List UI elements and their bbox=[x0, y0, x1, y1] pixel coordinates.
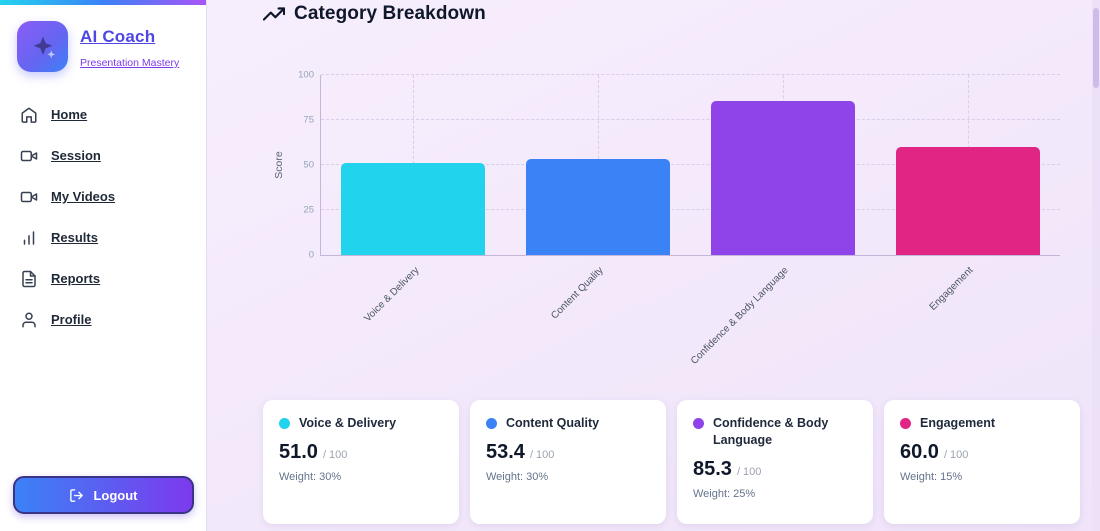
sidebar-item-home[interactable]: Home bbox=[0, 94, 206, 135]
report-document-icon bbox=[19, 269, 38, 288]
scrollbar[interactable] bbox=[1092, 0, 1100, 531]
brand-subtitle-link[interactable]: Presentation Mastery bbox=[80, 57, 180, 69]
sidebar-item-results[interactable]: Results bbox=[0, 217, 206, 258]
sidebar-item-reports[interactable]: Reports bbox=[0, 258, 206, 299]
gridline-horizontal bbox=[321, 164, 1060, 165]
score-max: / 100 bbox=[736, 465, 762, 478]
nav-label: Reports bbox=[51, 271, 101, 286]
sidebar-nav: Home Session My Videos Results bbox=[0, 94, 206, 340]
score-max: / 100 bbox=[943, 448, 969, 461]
category-color-dot bbox=[900, 418, 911, 429]
card-engagement: Engagement 60.0 / 100 Weight: 15% bbox=[884, 400, 1080, 524]
category-name: Content Quality bbox=[506, 416, 600, 430]
page-header: Category Breakdown bbox=[262, 3, 486, 25]
sidebar-item-my-videos[interactable]: My Videos bbox=[0, 176, 206, 217]
card-header: Engagement bbox=[900, 415, 1064, 432]
scrollbar-thumb[interactable] bbox=[1093, 8, 1099, 88]
score-max: / 100 bbox=[322, 448, 348, 461]
logout-button[interactable]: Logout bbox=[13, 476, 194, 514]
category-breakdown-chart: Score 0 25 50 75 100 Voice & Delivery bbox=[273, 70, 1060, 367]
app-logo bbox=[17, 21, 68, 72]
score-row: 85.3 / 100 bbox=[693, 458, 857, 481]
app-title-link[interactable]: AI Coach bbox=[80, 27, 156, 46]
bar-chart-icon bbox=[19, 228, 38, 247]
y-tick-label: 25 bbox=[303, 204, 314, 216]
category-score: 53.4 bbox=[486, 440, 525, 463]
card-confidence-body-language: Confidence & Body Language 85.3 / 100 We… bbox=[677, 400, 873, 524]
logout-icon bbox=[69, 488, 84, 503]
category-weight: Weight: 30% bbox=[486, 470, 549, 483]
y-axis-label: Score bbox=[273, 151, 285, 179]
brand-text: AI Coach Presentation Mastery bbox=[80, 21, 179, 69]
bar-voice-delivery[interactable] bbox=[341, 163, 486, 255]
bar-slot bbox=[691, 75, 876, 255]
video-camera-icon bbox=[19, 146, 38, 165]
gridline-horizontal bbox=[321, 74, 1060, 75]
sidebar-item-session[interactable]: Session bbox=[0, 135, 206, 176]
bar-engagement[interactable] bbox=[895, 147, 1040, 255]
category-color-dot bbox=[486, 418, 497, 429]
category-weight: Weight: 15% bbox=[900, 470, 963, 483]
y-tick-label: 0 bbox=[308, 249, 314, 261]
category-score: 85.3 bbox=[693, 457, 732, 480]
y-tick-label: 50 bbox=[303, 159, 314, 171]
category-weight: Weight: 30% bbox=[279, 470, 342, 483]
main-content: Category Breakdown Score 0 25 50 75 100 bbox=[207, 0, 1100, 531]
category-color-dot bbox=[693, 418, 704, 429]
sparkle-icon bbox=[33, 35, 55, 58]
category-color-dot bbox=[279, 418, 290, 429]
y-tick-label: 100 bbox=[298, 69, 314, 81]
brand: AI Coach Presentation Mastery bbox=[0, 0, 206, 72]
nav-label: Home bbox=[51, 107, 88, 122]
page-title: Category Breakdown bbox=[294, 3, 486, 24]
card-content-quality: Content Quality 53.4 / 100 Weight: 30% bbox=[470, 400, 666, 524]
category-cards: Voice & Delivery 51.0 / 100 Weight: 30% … bbox=[263, 400, 1080, 524]
nav-label: Session bbox=[51, 148, 101, 163]
bars-group bbox=[321, 75, 1060, 255]
sidebar-item-profile[interactable]: Profile bbox=[0, 299, 206, 340]
sidebar: AI Coach Presentation Mastery Home Sessi… bbox=[0, 0, 207, 531]
bar-slot bbox=[875, 75, 1060, 255]
bar-slot bbox=[506, 75, 691, 255]
score-row: 53.4 / 100 bbox=[486, 441, 650, 464]
nav-label: Results bbox=[51, 230, 98, 245]
bar-confidence-body-language[interactable] bbox=[710, 101, 855, 255]
category-name: Voice & Delivery bbox=[299, 416, 397, 430]
card-header: Voice & Delivery bbox=[279, 415, 443, 432]
user-icon bbox=[19, 310, 38, 329]
nav-label: My Videos bbox=[51, 189, 116, 204]
category-weight: Weight: 25% bbox=[693, 487, 756, 500]
score-max: / 100 bbox=[529, 448, 555, 461]
nav-label: Profile bbox=[51, 312, 92, 327]
card-header: Content Quality bbox=[486, 415, 650, 432]
gridline-horizontal bbox=[321, 209, 1060, 210]
category-name: Engagement bbox=[920, 416, 996, 430]
category-score: 60.0 bbox=[900, 440, 939, 463]
card-voice-delivery: Voice & Delivery 51.0 / 100 Weight: 30% bbox=[263, 400, 459, 524]
category-name: Confidence & Body Language bbox=[713, 416, 829, 447]
gridline-horizontal bbox=[321, 119, 1060, 120]
card-header: Confidence & Body Language bbox=[693, 415, 857, 449]
bar-content-quality[interactable] bbox=[526, 158, 671, 255]
score-row: 51.0 / 100 bbox=[279, 441, 443, 464]
trending-up-icon bbox=[262, 3, 286, 25]
logout-label: Logout bbox=[93, 487, 138, 503]
sidebar-accent-bar bbox=[0, 0, 206, 5]
video-camera-icon bbox=[19, 187, 38, 206]
score-row: 60.0 / 100 bbox=[900, 441, 1064, 464]
bar-slot bbox=[321, 75, 506, 255]
category-score: 51.0 bbox=[279, 440, 318, 463]
home-icon bbox=[19, 105, 38, 124]
y-tick-label: 75 bbox=[303, 114, 314, 126]
